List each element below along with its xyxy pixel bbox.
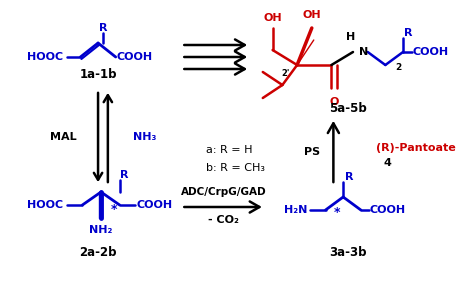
Text: H: H: [346, 32, 356, 42]
Text: R: R: [345, 172, 353, 182]
Text: N: N: [359, 47, 368, 57]
Text: COOH: COOH: [137, 200, 173, 210]
Text: R: R: [404, 28, 412, 38]
Text: 2: 2: [395, 63, 401, 72]
Text: H₂N: H₂N: [284, 205, 308, 215]
Text: OH: OH: [263, 13, 282, 23]
Text: NH₂: NH₂: [89, 225, 113, 235]
Text: *: *: [334, 206, 340, 219]
Text: (R)-Pantoate: (R)-Pantoate: [375, 143, 456, 153]
Text: HOOC: HOOC: [27, 52, 64, 62]
Text: 2a-2b: 2a-2b: [79, 246, 117, 259]
Text: MAL: MAL: [50, 132, 77, 142]
Text: - CO₂: - CO₂: [208, 215, 239, 225]
Text: 4: 4: [383, 158, 391, 168]
Text: b: R = CH₃: b: R = CH₃: [206, 163, 265, 173]
Text: OH: OH: [302, 10, 321, 20]
Text: NH₃: NH₃: [134, 132, 157, 142]
Text: 1a-1b: 1a-1b: [79, 69, 117, 81]
Text: COOH: COOH: [413, 47, 449, 57]
Text: PS: PS: [304, 147, 320, 157]
Text: COOH: COOH: [117, 52, 153, 62]
Text: COOH: COOH: [370, 205, 406, 215]
Text: HOOC: HOOC: [27, 200, 64, 210]
Text: O: O: [330, 97, 339, 107]
Text: R: R: [99, 23, 107, 33]
Text: R: R: [120, 170, 129, 180]
Text: 5a-5b: 5a-5b: [329, 102, 367, 114]
Text: *: *: [110, 203, 117, 216]
Text: 2': 2': [282, 69, 290, 78]
Text: 3a-3b: 3a-3b: [329, 246, 367, 259]
Text: a: R = H: a: R = H: [206, 145, 253, 155]
Text: ADC/CrpG/GAD: ADC/CrpG/GAD: [181, 187, 266, 197]
